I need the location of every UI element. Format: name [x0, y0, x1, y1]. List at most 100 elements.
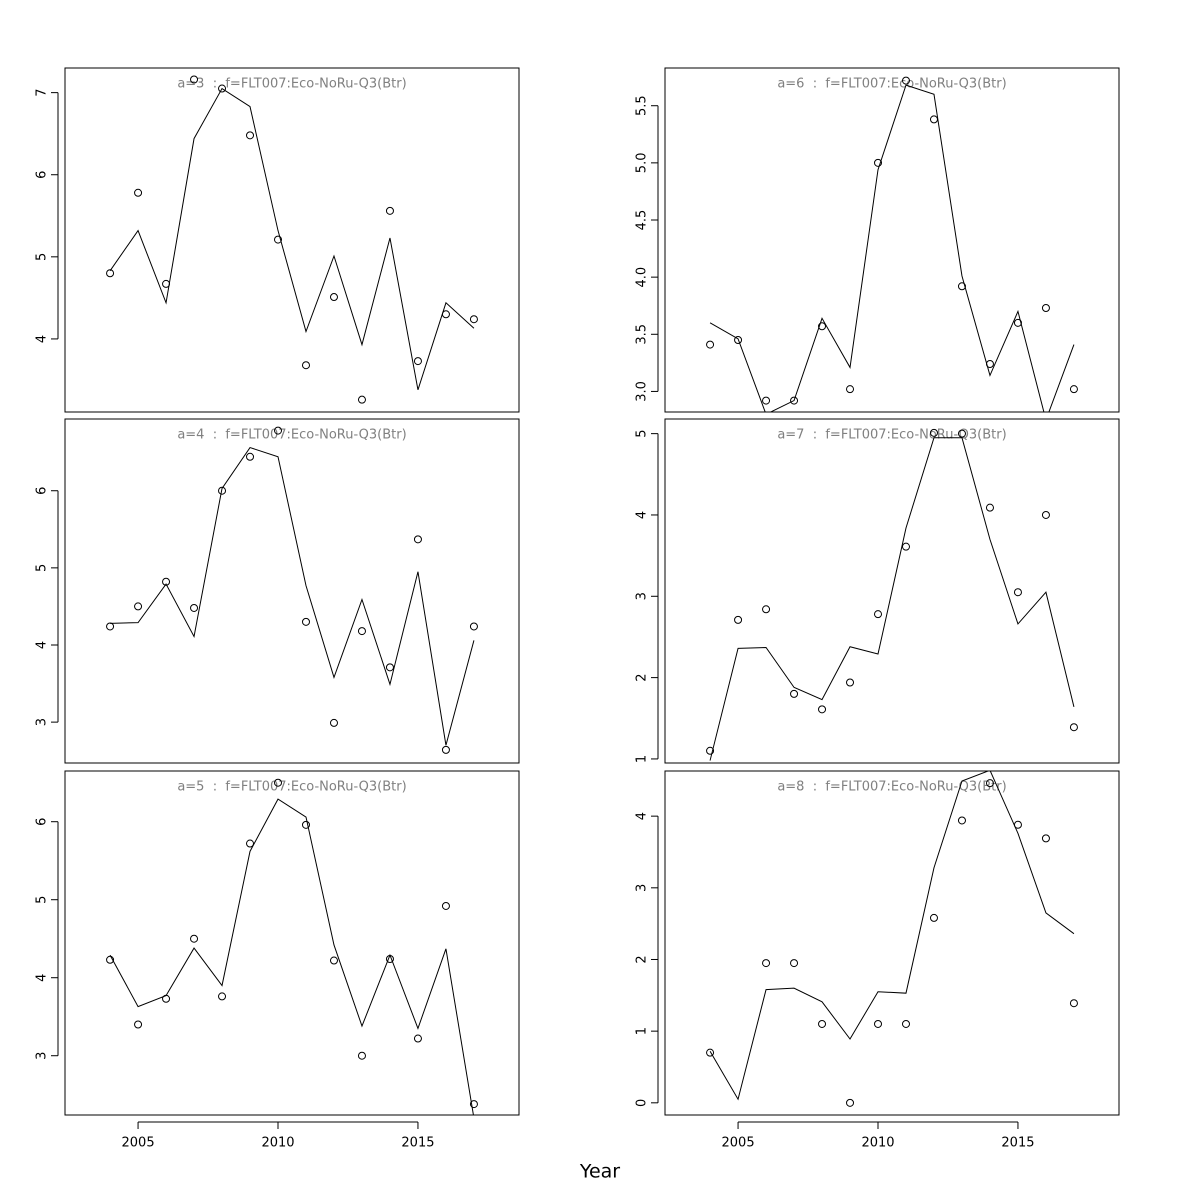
data-point: [734, 336, 743, 344]
data-point: [469, 1100, 478, 1109]
data-point: [246, 452, 255, 461]
data-point: [1041, 304, 1050, 312]
data-point: [274, 235, 283, 244]
y-tick-label: 4: [35, 974, 50, 982]
y-tick-label: 4.0: [635, 267, 650, 288]
x-tick-label: 2005: [122, 1136, 155, 1151]
panel-title: a=6 : f=FLT007:Eco-NoRu-Q3(Btr): [777, 77, 1006, 92]
panel-frame: [64, 770, 520, 1116]
y-tick-label: 1: [635, 1027, 650, 1035]
y-tick-label: 5: [635, 429, 650, 437]
data-point: [901, 542, 910, 551]
data-point: [706, 340, 715, 349]
panel-frame: [64, 418, 520, 764]
panel-title: a=4 : f=FLT007:Eco-NoRu-Q3(Btr): [177, 428, 406, 443]
data-point: [790, 959, 799, 968]
data-point: [929, 115, 938, 124]
data-point: [706, 746, 715, 755]
data-point: [985, 503, 994, 512]
data-point: [874, 1019, 883, 1028]
data-point: [246, 131, 255, 140]
data-point: [762, 605, 771, 614]
data-point: [301, 617, 310, 626]
y-tick-label: 7: [35, 88, 50, 96]
data-point: [441, 901, 450, 910]
data-point: [957, 429, 966, 438]
data-point: [818, 1019, 827, 1028]
data-point: [1013, 588, 1022, 597]
data-point: [1041, 510, 1050, 519]
data-point: [818, 322, 827, 331]
y-tick-label: 3: [35, 718, 50, 726]
panel-frame: [64, 67, 520, 413]
y-tick-label: 4: [635, 511, 650, 519]
panel-title: a=7 : f=FLT007:Eco-NoRu-Q3(Btr): [777, 428, 1006, 443]
data-point: [874, 610, 883, 619]
x-tick-label: 2010: [261, 1136, 294, 1151]
data-point: [1013, 318, 1022, 327]
data-point: [790, 396, 799, 405]
y-tick-label: 4: [35, 335, 50, 343]
x-tick-label: 2015: [401, 1136, 434, 1151]
data-point: [134, 188, 143, 197]
fitted-line: [709, 84, 1075, 412]
data-point: [957, 282, 966, 291]
data-point: [385, 663, 394, 672]
data-point: [846, 385, 855, 394]
data-point: [218, 992, 227, 1001]
y-tick-label: 5: [35, 253, 50, 261]
y-tick-label: 6: [35, 818, 50, 826]
data-point: [357, 1051, 366, 1060]
data-point: [706, 1048, 715, 1057]
data-point: [818, 705, 827, 714]
data-point: [762, 959, 771, 968]
data-point: [1041, 834, 1050, 843]
data-point: [929, 428, 938, 437]
data-point: [218, 486, 227, 495]
data-point: [929, 913, 938, 922]
data-point: [790, 689, 799, 698]
y-tick-label: 4.5: [635, 210, 650, 231]
data-point: [357, 627, 366, 636]
data-point: [1069, 385, 1078, 394]
x-tick-label: 2010: [861, 1136, 894, 1151]
data-point: [329, 293, 338, 302]
data-point: [134, 602, 143, 611]
data-point: [106, 269, 115, 278]
data-point: [441, 745, 450, 754]
y-tick-label: 2: [635, 955, 650, 963]
y-tick-label: 3: [635, 592, 650, 600]
data-point: [329, 956, 338, 965]
y-tick-label: 0: [635, 1099, 650, 1107]
data-point: [106, 955, 115, 964]
data-point: [301, 361, 310, 370]
y-tick-label: 3: [635, 884, 650, 892]
data-point: [190, 75, 199, 84]
data-point: [274, 778, 283, 787]
data-point: [357, 395, 366, 404]
data-point: [901, 1019, 910, 1028]
panel-frame: [664, 67, 1120, 413]
y-tick-label: 3.5: [635, 324, 650, 345]
y-tick-label: 2: [635, 673, 650, 681]
fitted-line: [709, 771, 1075, 1101]
data-point: [413, 535, 422, 544]
x-axis-label: Year: [579, 1161, 620, 1183]
y-tick-label: 5: [35, 896, 50, 904]
data-point: [1069, 999, 1078, 1008]
panel-frame: [664, 418, 1120, 764]
fitted-line: [709, 437, 1075, 761]
data-point: [1069, 723, 1078, 732]
fitted-line: [110, 446, 475, 746]
fitted-line: [109, 798, 474, 1115]
panel-title: a=8 : f=FLT007:Eco-NoRu-Q3(Btr): [777, 780, 1006, 795]
data-point: [190, 603, 199, 612]
data-point: [734, 615, 743, 624]
data-point: [901, 76, 910, 85]
data-point: [874, 158, 883, 167]
data-point: [413, 357, 422, 366]
panel-title: a=5 : f=FLT007:Eco-NoRu-Q3(Btr): [177, 780, 406, 795]
y-tick-label: 6: [35, 171, 50, 179]
data-point: [469, 315, 478, 324]
